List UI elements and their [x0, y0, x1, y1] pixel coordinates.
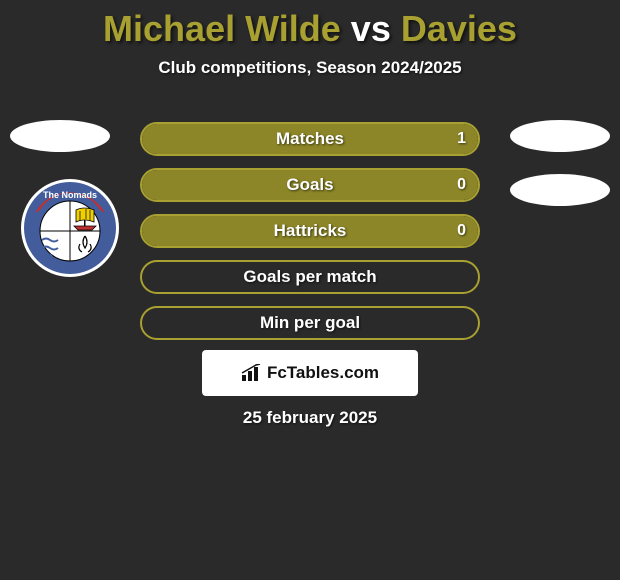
- bar-chart-icon: [241, 364, 263, 382]
- crest-banner-text: The Nomads: [43, 190, 97, 200]
- player1-name: Michael Wilde: [103, 8, 341, 49]
- bar-value: 1: [457, 130, 466, 148]
- stat-bar-min-per-goal: Min per goal: [140, 306, 480, 340]
- bar-label: Min per goal: [142, 313, 478, 333]
- bar-value: 0: [457, 176, 466, 194]
- player2-name: Davies: [401, 8, 517, 49]
- vs-text: vs: [351, 8, 391, 49]
- flag-right-1: [510, 120, 610, 152]
- stat-bar-goals: Goals0: [140, 168, 480, 202]
- flag-left: [10, 120, 110, 152]
- flag-right-2: [510, 174, 610, 206]
- stat-bar-hattricks: Hattricks0: [140, 214, 480, 248]
- bar-label: Matches: [142, 129, 478, 149]
- logo-text: FcTables.com: [267, 363, 379, 383]
- bar-label: Hattricks: [142, 221, 478, 241]
- bar-label: Goals per match: [142, 267, 478, 287]
- date-text: 25 february 2025: [0, 408, 620, 428]
- subtitle: Club competitions, Season 2024/2025: [0, 58, 620, 78]
- stat-bar-matches: Matches1: [140, 122, 480, 156]
- club-crest: The Nomads: [20, 178, 120, 278]
- stat-bar-goals-per-match: Goals per match: [140, 260, 480, 294]
- bar-value: 0: [457, 222, 466, 240]
- bar-label: Goals: [142, 175, 478, 195]
- stat-bars: Matches1Goals0Hattricks0Goals per matchM…: [140, 122, 480, 352]
- comparison-title: Michael Wilde vs Davies: [0, 0, 620, 50]
- fctables-logo: FcTables.com: [202, 350, 418, 396]
